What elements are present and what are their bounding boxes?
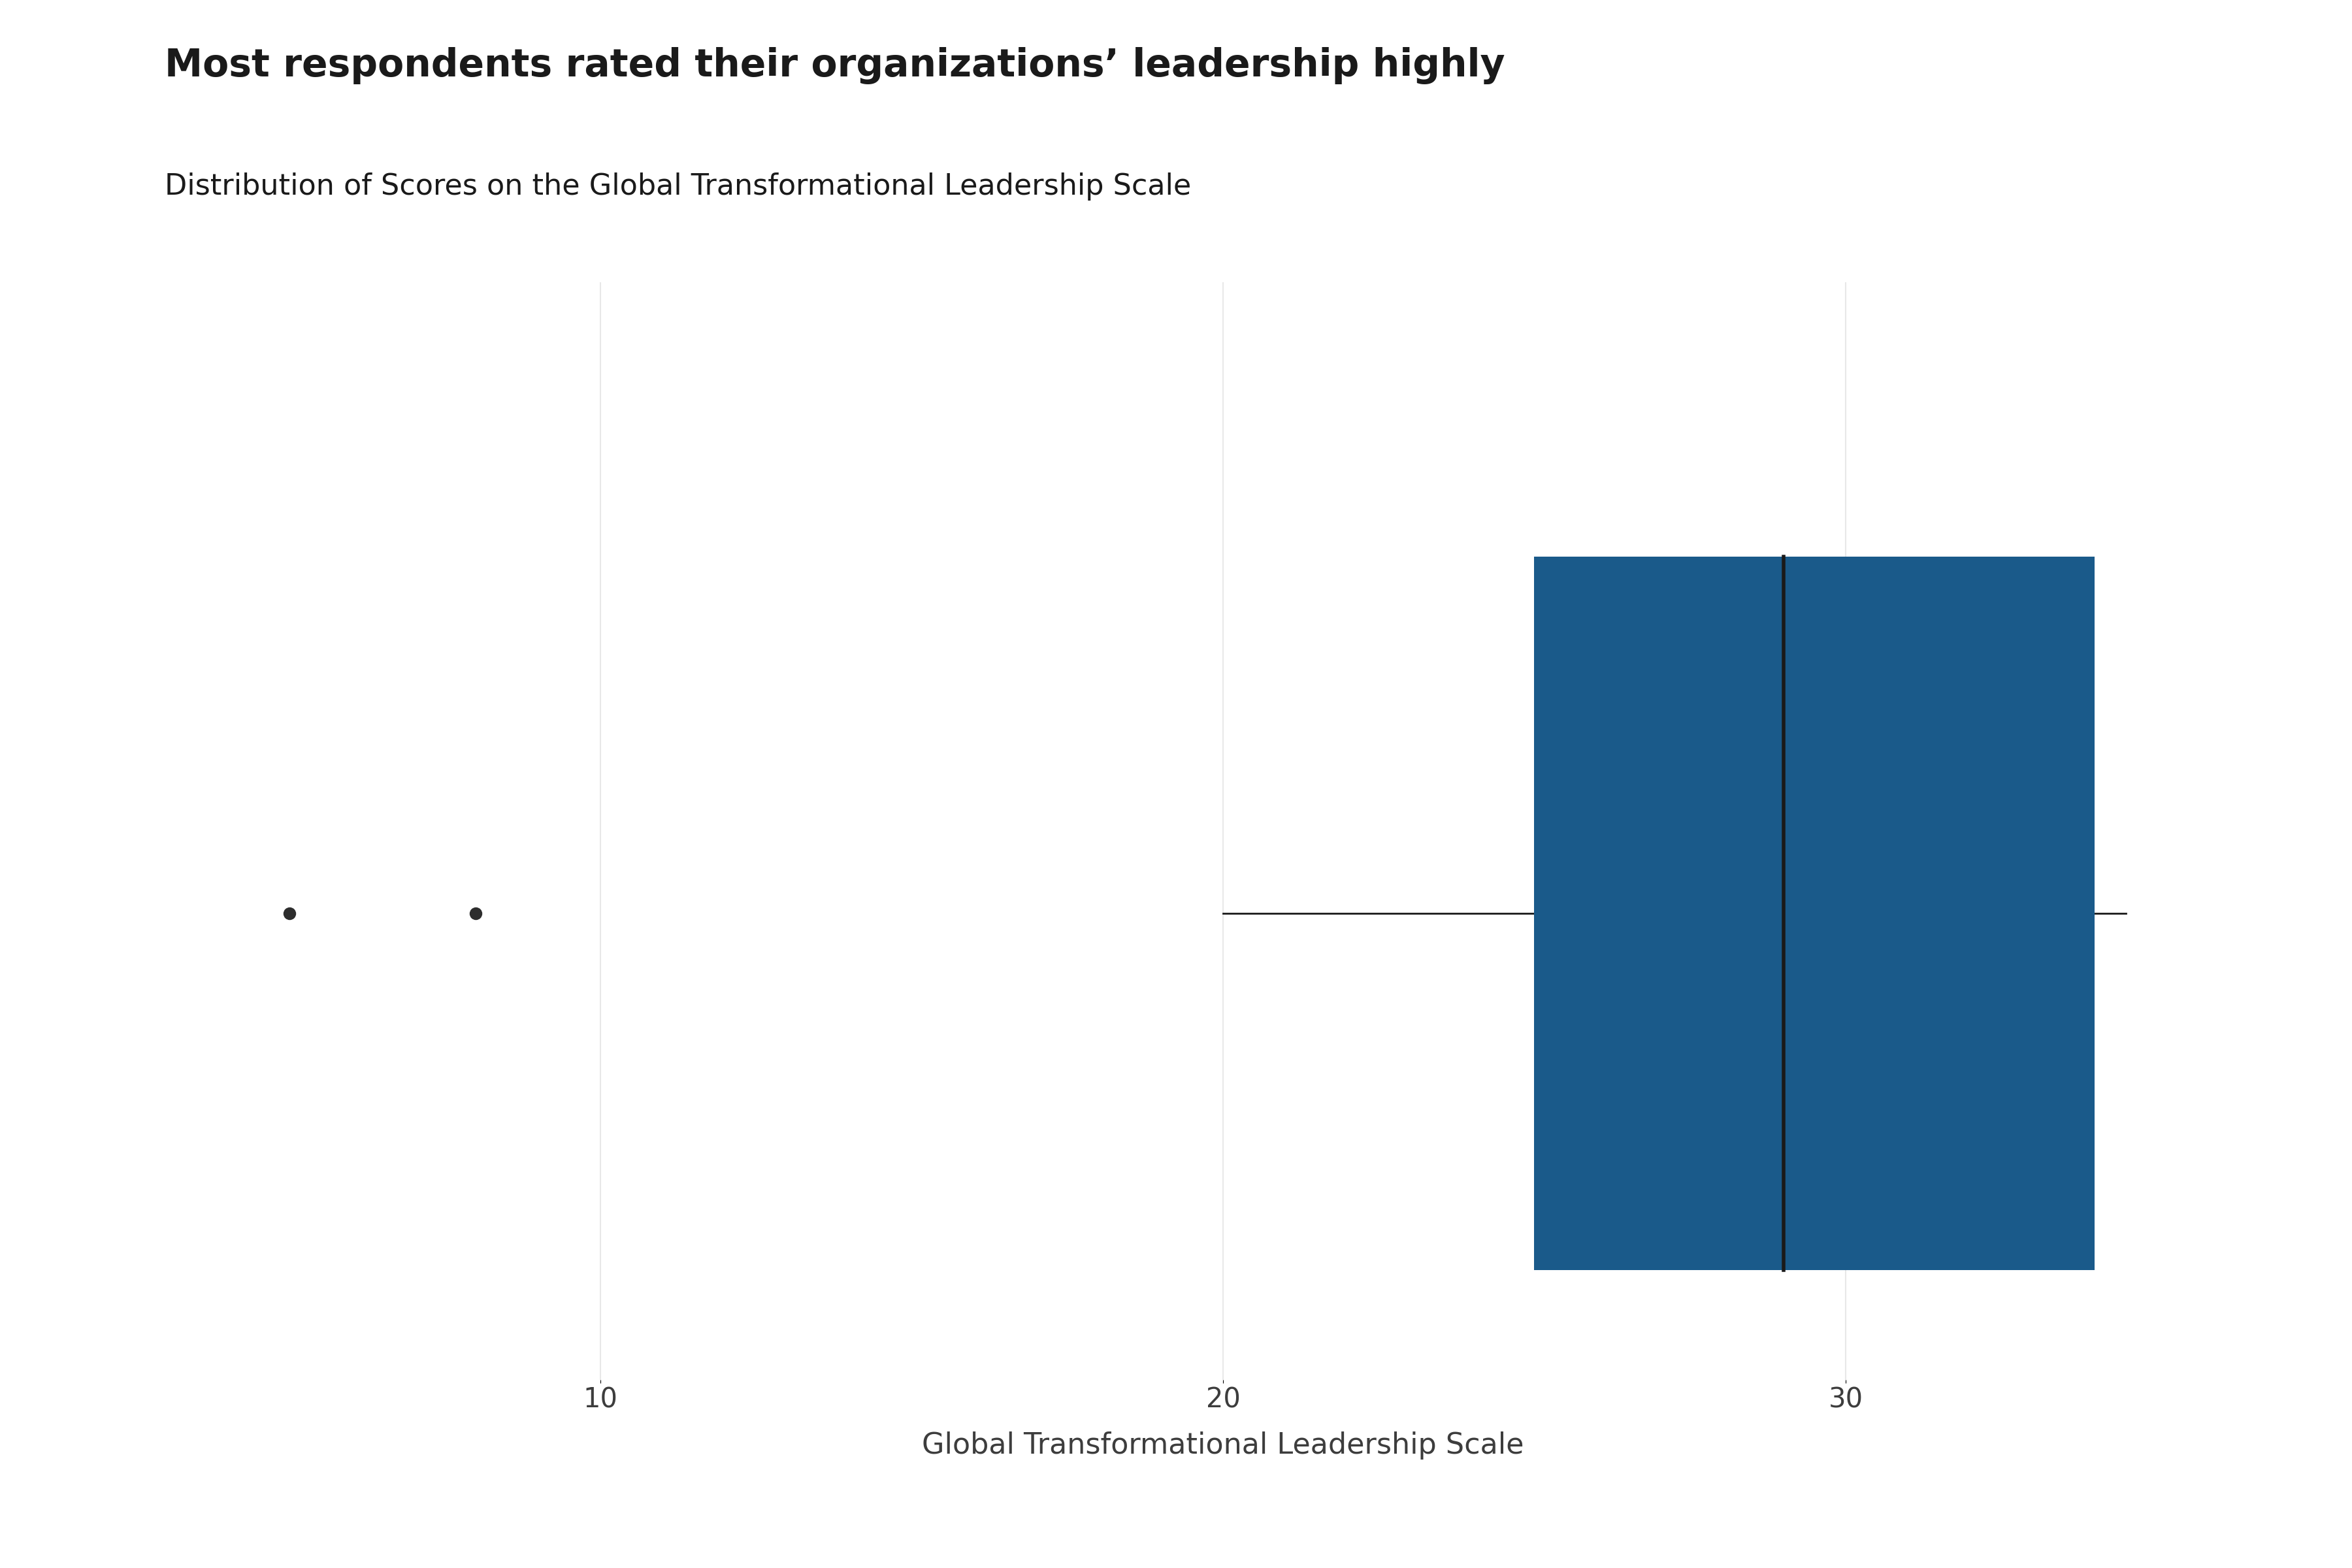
FancyBboxPatch shape — [1534, 557, 2096, 1270]
X-axis label: Global Transformational Leadership Scale: Global Transformational Leadership Scale — [922, 1432, 1524, 1460]
Text: Most respondents rated their organizations’ leadership highly: Most respondents rated their organizatio… — [165, 47, 1505, 85]
Text: Distribution of Scores on the Global Transformational Leadership Scale: Distribution of Scores on the Global Tra… — [165, 172, 1190, 201]
